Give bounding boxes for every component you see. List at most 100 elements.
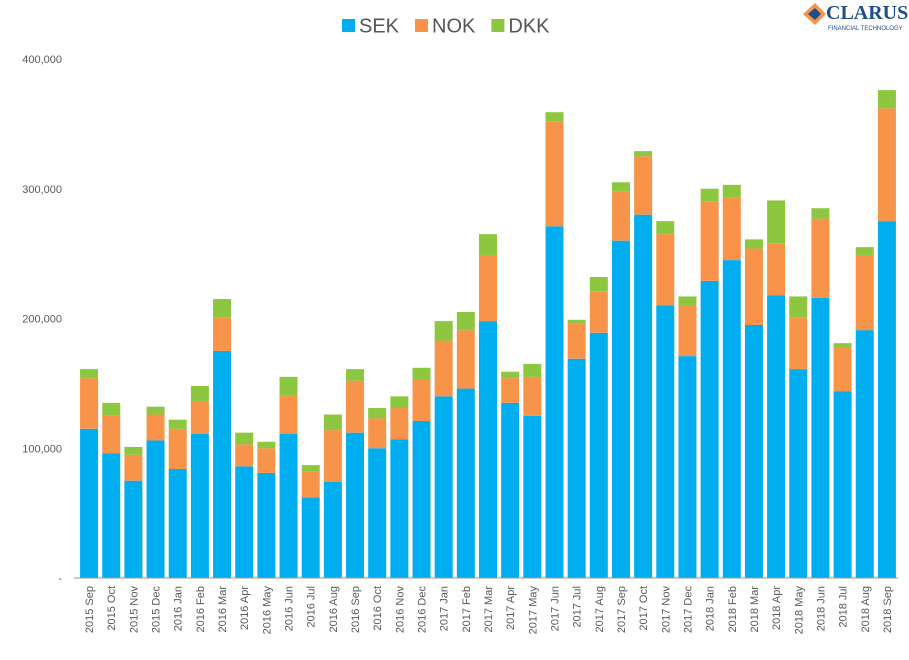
bar-segment [855, 330, 874, 578]
x-tick-label: 2018 May [793, 586, 805, 635]
x-tick-label: 2017 May [527, 586, 539, 635]
x-tick-label: 2018 Jun [815, 586, 827, 631]
bar-segment [434, 340, 453, 397]
legend-label: SEK [359, 15, 400, 37]
bar-segment [789, 317, 808, 370]
bar-segment [744, 324, 763, 578]
bar-segment [479, 254, 497, 322]
x-tick-label: 2017 Aug [594, 586, 606, 633]
bar-segment [634, 151, 653, 157]
x-tick-label: 2017 Apr [505, 586, 517, 630]
bar-segment [168, 419, 187, 429]
logo: CLARUS FINANCIAL TECHNOLOGY [803, 2, 908, 32]
bar-segment [124, 446, 143, 455]
bar-segment [368, 418, 387, 449]
legend-label: NOK [432, 15, 476, 37]
bar-segment [168, 469, 187, 578]
bar-segment [368, 448, 387, 578]
x-tick-label: 2016 Sep [350, 586, 362, 633]
legend-swatch [342, 19, 355, 32]
bar-segment [545, 226, 564, 578]
bar-segment [656, 234, 675, 306]
bar-segment [124, 454, 143, 481]
bar-segment [434, 396, 453, 578]
bar-segment [102, 402, 121, 416]
bar-segment [146, 406, 165, 415]
bar-segment [235, 432, 254, 445]
bar-segment [501, 378, 520, 403]
bar-segment [700, 188, 719, 202]
bar-segment [545, 112, 564, 122]
bar-segment [811, 218, 830, 298]
x-tick-label: 2017 Jul [572, 586, 584, 628]
x-tick-label: 2016 Nov [394, 586, 406, 634]
x-tick-label: 2017 Mar [483, 586, 495, 633]
x-tick-label: 2017 Dec [682, 586, 694, 634]
x-tick-label: 2016 Mar [217, 586, 229, 633]
bar-segment [700, 201, 719, 281]
bar-segment [589, 276, 608, 292]
y-tick-label: 200,000 [22, 314, 62, 326]
bar-segment [744, 248, 763, 325]
bar-segment [346, 432, 365, 578]
x-tick-label: 2016 Feb [195, 586, 207, 632]
y-tick-label: 100,000 [22, 443, 62, 455]
bar-segment [80, 378, 99, 429]
bar-segment [346, 369, 365, 381]
bar-segment [124, 480, 143, 578]
bar-segment [877, 108, 896, 222]
bar-segment [678, 296, 697, 306]
y-tick-label: 400,000 [22, 54, 62, 66]
x-tick-label: 2018 Sep [882, 586, 894, 633]
bar-segment [301, 497, 320, 578]
bar-segment [833, 343, 852, 348]
bar-segment [501, 402, 520, 578]
bar-segment [479, 234, 497, 255]
x-tick-label: 2017 Nov [660, 586, 672, 634]
bar-segment [456, 388, 475, 578]
bar-segment [634, 214, 653, 578]
x-tick-label: 2016 Aug [328, 586, 340, 633]
bar-segment [235, 444, 254, 467]
x-tick-label: 2018 Aug [860, 586, 872, 633]
x-tick-label: 2015 Oct [106, 586, 118, 631]
bar-segment [855, 254, 874, 331]
bar-segment [190, 433, 209, 578]
bar-segment [501, 371, 520, 379]
bar-segment [567, 358, 586, 578]
bar-segment [102, 453, 121, 578]
logo-tagline: FINANCIAL TECHNOLOGY [828, 26, 903, 32]
bar-segment [456, 330, 475, 389]
bar-segment [877, 221, 896, 578]
bar-segment [235, 466, 254, 578]
x-tick-label: 2016 Apr [239, 586, 251, 630]
bar-segment [545, 121, 564, 227]
bar-segment [722, 184, 741, 198]
bar-segment [257, 441, 276, 449]
bar-segment [279, 433, 298, 578]
bar-segment [279, 395, 298, 434]
x-tick-label: 2017 Jun [549, 586, 561, 631]
bar-segment [390, 439, 409, 578]
x-tick-label: 2017 Sep [616, 586, 628, 633]
bar-segment [80, 369, 99, 379]
bar-segment [346, 380, 365, 433]
bar-segment [833, 347, 852, 392]
bar-segment [523, 363, 542, 377]
bar-segment [190, 401, 209, 434]
bar-segment [811, 297, 830, 578]
bar-segment [412, 421, 431, 578]
bar-segment [656, 221, 675, 235]
x-tick-label: 2018 Apr [771, 586, 783, 630]
y-tick-label: 300,000 [22, 184, 62, 196]
bar-segment [434, 321, 453, 341]
x-tick-label: 2016 Jun [284, 586, 296, 631]
x-tick-label: 2017 Feb [461, 586, 473, 632]
bar-segment [368, 408, 387, 419]
bar-segment [789, 369, 808, 578]
x-tick-label: 2017 Oct [638, 586, 650, 631]
bar-segment [102, 415, 121, 454]
x-tick-label: 2015 Sep [84, 586, 96, 633]
bar-segment [390, 396, 409, 409]
